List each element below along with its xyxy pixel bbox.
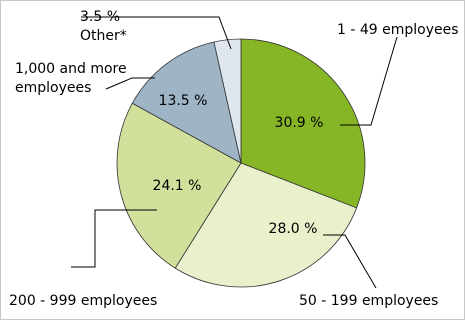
- slice-label-1000-line1: 1,000 and more: [15, 61, 127, 77]
- pie-slice-1-49: [240, 38, 366, 209]
- slice-label-50-199: 50 - 199 employees: [299, 293, 438, 309]
- leader-line-other: [81, 16, 232, 50]
- pie-slice-200-999: [116, 102, 242, 269]
- slice-label-1000-line2: employees: [15, 80, 91, 96]
- slice-value-1000: 13.5 %: [159, 93, 208, 109]
- leader-line-1-49: [340, 36, 398, 126]
- slice-label-1-49: 1 - 49 employees: [337, 22, 459, 38]
- pie-slice-50-199: [174, 162, 358, 288]
- slice-value-1-49: 30.9 %: [275, 115, 324, 131]
- leader-line-200-999: [71, 209, 157, 268]
- leader-line-50-199: [323, 234, 377, 289]
- pie-slices: [116, 38, 366, 288]
- slice-label-other-line2: Other*: [80, 28, 127, 44]
- leader-lines: [71, 16, 398, 289]
- leader-line-1000: [105, 77, 155, 90]
- slice-label-200-999: 200 - 999 employees: [9, 293, 157, 309]
- slice-value-50-199: 28.0 %: [269, 221, 318, 237]
- pie-slice-1000-plus: [131, 41, 242, 164]
- slice-value-200-999: 24.1 %: [153, 178, 202, 194]
- slice-label-other-line1: 3.5 %: [80, 9, 120, 25]
